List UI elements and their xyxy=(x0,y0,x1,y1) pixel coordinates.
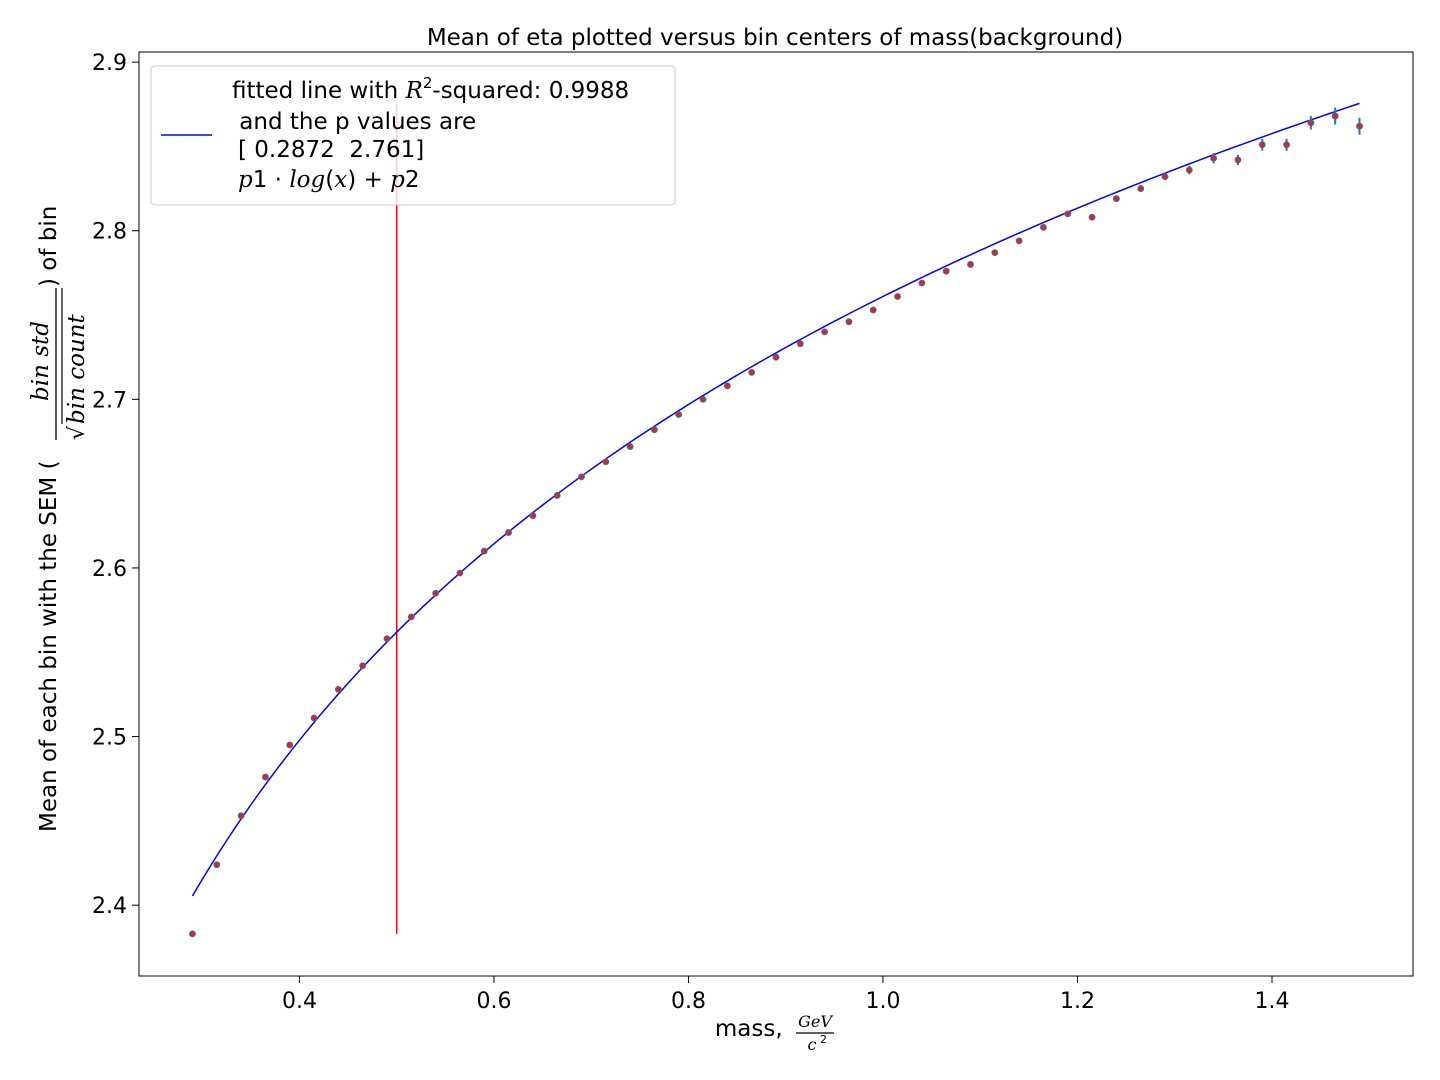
data-point xyxy=(796,340,804,348)
data-point xyxy=(1258,141,1266,149)
data-point xyxy=(723,382,731,390)
data-point xyxy=(845,318,853,326)
y-axis-label-suffix: ) of bin xyxy=(36,206,62,287)
data-point xyxy=(869,306,877,314)
legend-line-4-h: 2 xyxy=(405,167,420,193)
data-point xyxy=(505,529,512,536)
data-point xyxy=(991,249,999,257)
legend-line-4: p1 · log(x) + p2 xyxy=(238,167,419,193)
data-point xyxy=(1040,223,1047,231)
data-point xyxy=(1331,112,1339,120)
legend: fitted line with R2-squared: 0.9988 and … xyxy=(150,65,676,206)
legend-line-1-sup: 2 xyxy=(423,74,433,92)
data-point xyxy=(383,635,391,643)
chart-title: Mean of eta plotted versus bin centers o… xyxy=(427,25,1123,51)
data-point xyxy=(334,685,342,693)
data-point xyxy=(578,473,585,481)
data-point xyxy=(189,930,196,938)
data-point xyxy=(286,741,294,749)
x-tick-label: 0.4 xyxy=(282,989,317,1014)
legend-line-1: fitted line with R2-squared: 0.9988 xyxy=(232,74,629,104)
x-axis-label: mass, GeV c 2 xyxy=(715,1012,834,1054)
data-point xyxy=(480,547,488,555)
legend-line-1-prefix: fitted line with xyxy=(232,78,406,104)
data-point xyxy=(942,267,950,275)
data-point xyxy=(1015,237,1023,245)
data-point xyxy=(821,328,829,336)
y-axis-label-numerator: bin std xyxy=(28,321,54,401)
y-tick-label: 2.8 xyxy=(92,220,127,245)
data-point xyxy=(432,589,440,597)
legend-line-4-d: ( xyxy=(325,167,334,193)
data-point xyxy=(602,458,610,466)
data-point xyxy=(626,443,634,450)
x-tick-label: 1.4 xyxy=(1254,989,1289,1014)
data-point xyxy=(1112,195,1120,203)
data-point xyxy=(967,261,974,268)
data-point xyxy=(310,714,318,722)
data-point xyxy=(1185,166,1193,174)
x-axis-label-numerator: GeV xyxy=(798,1012,833,1031)
legend-line-1-suffix: -squared: 0.9988 xyxy=(432,78,629,104)
data-point xyxy=(1064,210,1072,218)
data-point xyxy=(456,569,464,577)
legend-box xyxy=(150,65,676,206)
y-axis-label-prefix: Mean of each bin with the SEM ( xyxy=(36,460,62,832)
data-point xyxy=(772,353,780,361)
x-axis-label-prefix: mass, xyxy=(715,1016,790,1042)
legend-line-4-a: p xyxy=(238,167,253,193)
axis-ticks: 0.4 0.6 0.8 1.0 1.2 1.4 2.4 2.5 2.6 2.7 2.8 2.9 xyxy=(92,51,1289,1014)
legend-line-3: [ 0.2872 2.761] xyxy=(238,137,424,163)
data-point xyxy=(1356,122,1363,130)
x-tick-label: 1.2 xyxy=(1060,989,1095,1014)
data-point xyxy=(359,662,367,670)
data-point xyxy=(1234,156,1242,164)
legend-line-4-c: log xyxy=(289,167,325,193)
data-point xyxy=(1283,141,1290,149)
legend-line-2: and the p values are xyxy=(232,109,476,135)
data-point xyxy=(1210,154,1218,162)
data-point xyxy=(553,492,561,499)
data-point xyxy=(894,293,901,300)
legend-line-4-f: ) + xyxy=(347,167,390,193)
y-tick-label: 2.4 xyxy=(92,894,127,919)
y-axis-label-denominator: bin count xyxy=(64,313,90,424)
legend-line-1-R: R xyxy=(405,78,423,104)
data-point xyxy=(407,613,415,621)
y-axis-label: Mean of each bin with the SEM ( bin std … xyxy=(28,206,90,832)
data-point xyxy=(262,773,269,781)
data-point xyxy=(529,512,537,520)
data-point xyxy=(651,426,658,434)
x-tick-label: 0.8 xyxy=(671,989,706,1014)
data-point xyxy=(1137,185,1145,192)
plot-area xyxy=(138,51,1414,977)
x-tick-label: 0.6 xyxy=(476,989,511,1014)
data-point xyxy=(213,861,221,869)
y-tick-label: 2.9 xyxy=(92,51,127,76)
y-tick-label: 2.6 xyxy=(92,557,127,582)
data-point xyxy=(748,368,756,376)
x-tick-label: 1.0 xyxy=(865,989,900,1014)
data-point xyxy=(675,411,683,418)
legend-line-4-b: 1 · xyxy=(253,167,290,193)
y-tick-label: 2.7 xyxy=(92,388,127,413)
data-point xyxy=(1088,213,1096,221)
x-axis-label-denominator: c xyxy=(808,1035,817,1054)
y-axis-label-sqrt-sign: √ xyxy=(65,425,90,440)
legend-line-4-g: p xyxy=(390,167,405,193)
data-point xyxy=(1307,119,1315,127)
data-points-layer xyxy=(189,107,1363,938)
data-point xyxy=(699,395,707,403)
x-axis-label-denominator-exponent: 2 xyxy=(820,1033,827,1046)
data-point xyxy=(237,812,245,820)
y-tick-label: 2.5 xyxy=(92,726,127,751)
legend-line-4-e: x xyxy=(334,167,347,193)
data-point xyxy=(918,279,926,287)
data-point xyxy=(1161,173,1169,181)
